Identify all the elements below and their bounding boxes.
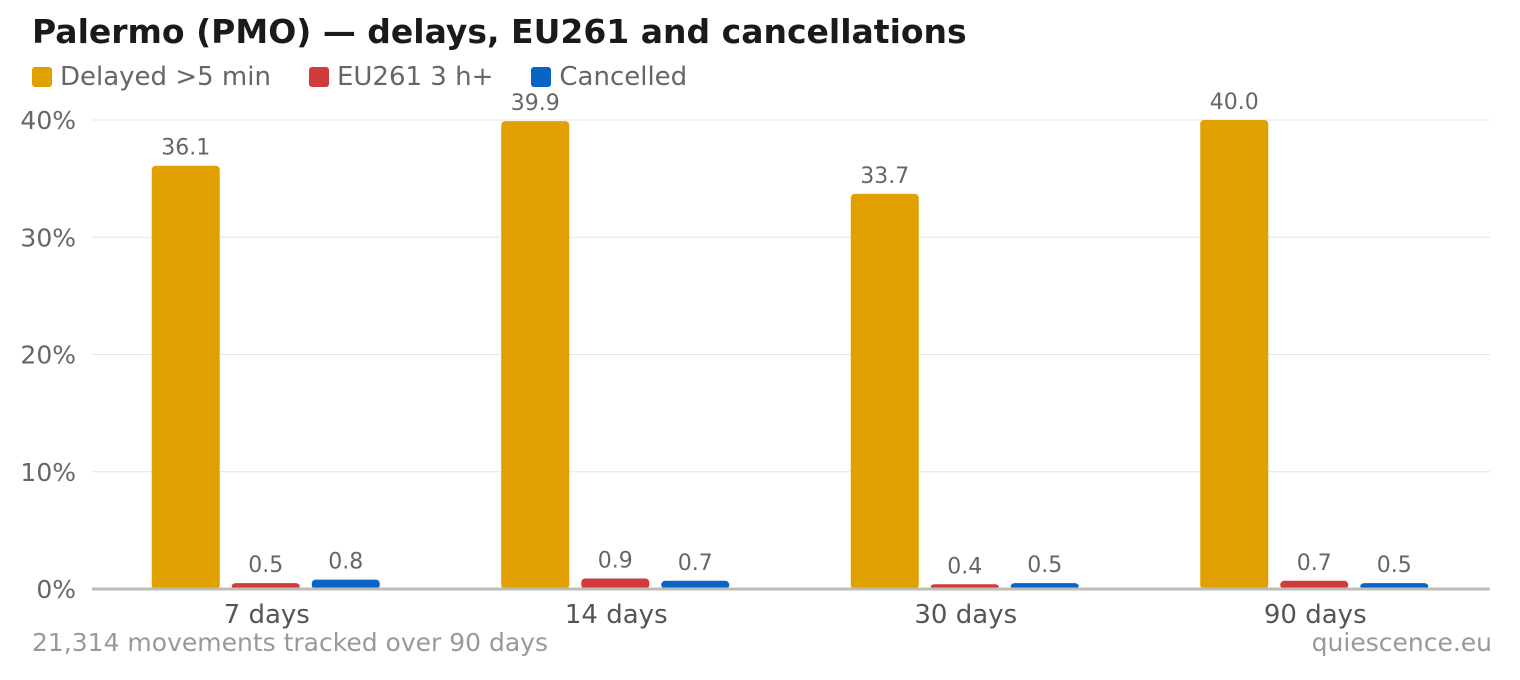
legend-label-delayed: Delayed >5 min xyxy=(60,62,271,92)
x-tick-label: 30 days xyxy=(914,600,1017,630)
bar-0-3 xyxy=(1200,120,1269,589)
legend-label-cancelled: Cancelled xyxy=(559,62,688,92)
data-label: 36.1 xyxy=(161,136,210,161)
data-label: 40.0 xyxy=(1210,90,1259,115)
data-label: 0.4 xyxy=(947,554,982,579)
data-label: 0.7 xyxy=(678,551,713,576)
x-tick-label: 7 days xyxy=(224,600,310,630)
legend-item-delayed: Delayed >5 min xyxy=(32,62,271,92)
y-tick-label: 10% xyxy=(20,458,76,487)
y-tick-label: 20% xyxy=(20,341,76,370)
data-label: 0.5 xyxy=(1377,553,1412,578)
bar-0-1 xyxy=(501,121,570,590)
legend-swatch-delayed xyxy=(32,67,52,87)
y-tick-label: 0% xyxy=(36,575,76,604)
data-label: 39.9 xyxy=(511,91,560,116)
legend-swatch-eu261 xyxy=(308,67,329,87)
data-label: 0.5 xyxy=(248,553,283,578)
chart-title: Palermo (PMO) — delays, EU261 and cancel… xyxy=(32,12,967,51)
data-label: 33.7 xyxy=(860,164,909,189)
bar-2-1 xyxy=(661,580,730,589)
bar-1-1 xyxy=(581,578,650,589)
legend-item-eu261: EU261 3 h+ xyxy=(308,62,494,92)
data-label: 0.5 xyxy=(1027,553,1062,578)
bar-0-2 xyxy=(850,193,919,589)
legend-swatch-cancelled xyxy=(531,67,552,87)
bar-1-3 xyxy=(1280,580,1349,589)
data-label: 0.7 xyxy=(1297,551,1332,576)
data-label: 0.9 xyxy=(598,548,633,573)
footer-source: quiescence.eu xyxy=(1311,628,1492,657)
data-label: 0.8 xyxy=(328,550,363,575)
bar-2-0 xyxy=(311,579,380,589)
legend-item-cancelled: Cancelled xyxy=(531,62,687,92)
bar-0-0 xyxy=(151,165,220,590)
y-tick-label: 30% xyxy=(20,223,76,252)
legend: Delayed >5 min EU261 3 h+ Cancelled xyxy=(32,62,725,92)
footer-note: 21,314 movements tracked over 90 days xyxy=(32,628,548,657)
x-tick-label: 14 days xyxy=(565,600,668,630)
y-tick-label: 40% xyxy=(20,106,76,135)
x-tick-label: 90 days xyxy=(1264,600,1367,630)
legend-label-eu261: EU261 3 h+ xyxy=(336,62,494,92)
